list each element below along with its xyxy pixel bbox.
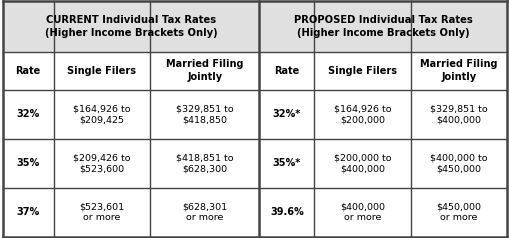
Text: 32%: 32%: [16, 109, 40, 119]
Text: $628,301
or more: $628,301 or more: [182, 202, 227, 222]
Bar: [3, 139, 506, 188]
Text: Married Filing
Jointly: Married Filing Jointly: [166, 60, 243, 82]
Text: 39.6%: 39.6%: [269, 207, 303, 217]
Text: $523,601
or more: $523,601 or more: [79, 202, 124, 222]
Text: $450,000
or more: $450,000 or more: [436, 202, 480, 222]
Bar: [3, 89, 506, 139]
Text: 32%*: 32%*: [272, 109, 300, 119]
Text: 35%*: 35%*: [272, 158, 300, 168]
Bar: [3, 52, 506, 89]
Text: $418,851 to
$628,300: $418,851 to $628,300: [176, 153, 233, 173]
Text: 37%: 37%: [16, 207, 40, 217]
Text: Single Filers: Single Filers: [327, 66, 396, 76]
Text: $200,000 to
$400,000: $200,000 to $400,000: [333, 153, 390, 173]
Text: CURRENT Individual Tax Rates
(Higher Income Brackets Only): CURRENT Individual Tax Rates (Higher Inc…: [45, 15, 217, 38]
Bar: [3, 1, 259, 52]
Text: $164,926 to
$200,000: $164,926 to $200,000: [333, 104, 390, 124]
Text: Rate: Rate: [274, 66, 299, 76]
Text: PROPOSED Individual Tax Rates
(Higher Income Brackets Only): PROPOSED Individual Tax Rates (Higher In…: [294, 15, 472, 38]
Text: $164,926 to
$209,425: $164,926 to $209,425: [73, 104, 130, 124]
Text: $400,000
or more: $400,000 or more: [340, 202, 384, 222]
Text: Single Filers: Single Filers: [67, 66, 136, 76]
Text: $329,851 to
$400,000: $329,851 to $400,000: [430, 104, 487, 124]
Bar: [259, 1, 506, 52]
Text: Rate: Rate: [15, 66, 41, 76]
Text: 35%: 35%: [16, 158, 40, 168]
Text: $400,000 to
$450,000: $400,000 to $450,000: [430, 153, 487, 173]
Bar: [3, 188, 506, 237]
Text: $329,851 to
$418,850: $329,851 to $418,850: [176, 104, 233, 124]
Text: Married Filing
Jointly: Married Filing Jointly: [419, 60, 497, 82]
Text: $209,426 to
$523,600: $209,426 to $523,600: [73, 153, 130, 173]
